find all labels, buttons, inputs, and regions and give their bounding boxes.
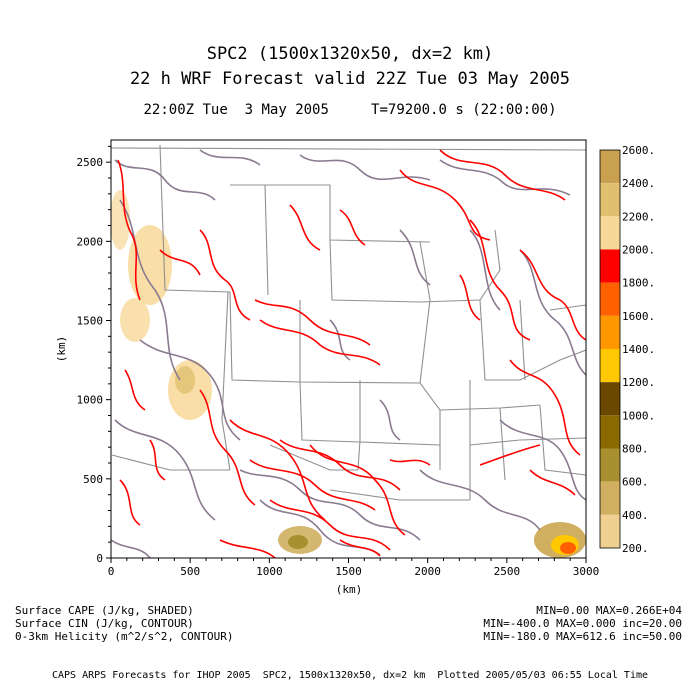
cape-stats: MIN=0.00 MAX=0.266E+04 xyxy=(536,604,682,617)
colorbar-swatch xyxy=(600,481,620,515)
y-tick-label: 1500 xyxy=(77,315,104,328)
cin-contours xyxy=(117,149,586,558)
x-tick-label: 500 xyxy=(180,565,200,578)
title-line-2: 22 h WRF Forecast valid 22Z Tue 03 May 2… xyxy=(129,69,571,89)
colorbar-swatch xyxy=(600,448,620,482)
colorbar-swatch xyxy=(600,183,620,217)
x-tick-label: 3000 xyxy=(573,565,600,578)
footer-caption: CAPS ARPS Forecasts for IHOP 2005 SPC2, … xyxy=(51,670,649,681)
colorbar-swatch xyxy=(600,282,620,316)
colorbar-swatch xyxy=(600,249,620,283)
colorbar-swatch xyxy=(600,216,620,250)
x-tick-label: 2500 xyxy=(494,565,521,578)
helicity-contours xyxy=(111,149,586,558)
title-line-1: SPC2 (1500x1320x50, dx=2 km) xyxy=(206,44,494,64)
y-tick-label: 0 xyxy=(96,552,103,565)
map-field xyxy=(111,140,586,558)
y-tick-label: 1000 xyxy=(77,394,104,407)
y-axis: 0 500 1000 1500 2000 2500 xyxy=(77,145,111,565)
helicity-stats: MIN=-180.0 MAX=612.6 inc=50.00 xyxy=(483,630,682,643)
colorbar-swatch xyxy=(600,150,620,184)
colorbar-label: 1200. xyxy=(622,376,655,389)
colorbar-label: 400. xyxy=(622,509,649,522)
colorbar-label: 1000. xyxy=(622,409,655,422)
colorbar-label: 2600. xyxy=(622,144,655,157)
x-axis-label: (km) xyxy=(336,583,363,596)
cin-stats: MIN=-400.0 MAX=0.000 inc=20.00 xyxy=(483,617,682,630)
y-tick-label: 2500 xyxy=(77,156,104,169)
colorbar-label: 1600. xyxy=(622,310,655,323)
y-tick-label: 500 xyxy=(83,473,103,486)
colorbar-label: 800. xyxy=(622,443,649,456)
legend-helicity: 0-3km Helicity (m^2/s^2, CONTOUR) xyxy=(15,630,234,643)
cape-shading xyxy=(111,190,586,558)
x-tick-label: 1000 xyxy=(256,565,283,578)
colorbar-label: 600. xyxy=(622,476,649,489)
colorbar-label: 2400. xyxy=(622,177,655,190)
y-tick-label: 2000 xyxy=(77,235,104,248)
colorbar-label: 2000. xyxy=(622,244,655,257)
colorbar-frame xyxy=(599,149,621,549)
legend-cape: Surface CAPE (J/kg, SHADED) xyxy=(15,604,194,617)
colorbar-swatch xyxy=(600,349,620,383)
colorbar-swatch xyxy=(600,382,620,416)
x-tick-label: 1500 xyxy=(335,565,362,578)
colorbar-swatch xyxy=(600,315,620,349)
colorbar-label: 200. xyxy=(622,542,649,555)
legend-cin: Surface CIN (J/kg, CONTOUR) xyxy=(15,617,194,630)
colorbar-label: 2200. xyxy=(622,210,655,223)
title-line-3: 22:00Z Tue 3 May 2005 T=79200.0 s (22:00… xyxy=(143,102,557,118)
colorbar-label: 1400. xyxy=(622,343,655,356)
colorbar-label: 1800. xyxy=(622,277,655,290)
colorbar-swatch xyxy=(600,415,620,449)
x-tick-label: 0 xyxy=(108,565,115,578)
x-tick-label: 2000 xyxy=(414,565,441,578)
colorbar: 2600. 2400. 2200. 2000. 1800. 1600. 1400. 1200.… xyxy=(599,144,655,555)
x-axis: 0 500 1000 1500 2000 2500 3000 xyxy=(108,558,600,578)
colorbar-swatch xyxy=(600,514,620,548)
y-axis-label: (km) xyxy=(55,336,68,363)
